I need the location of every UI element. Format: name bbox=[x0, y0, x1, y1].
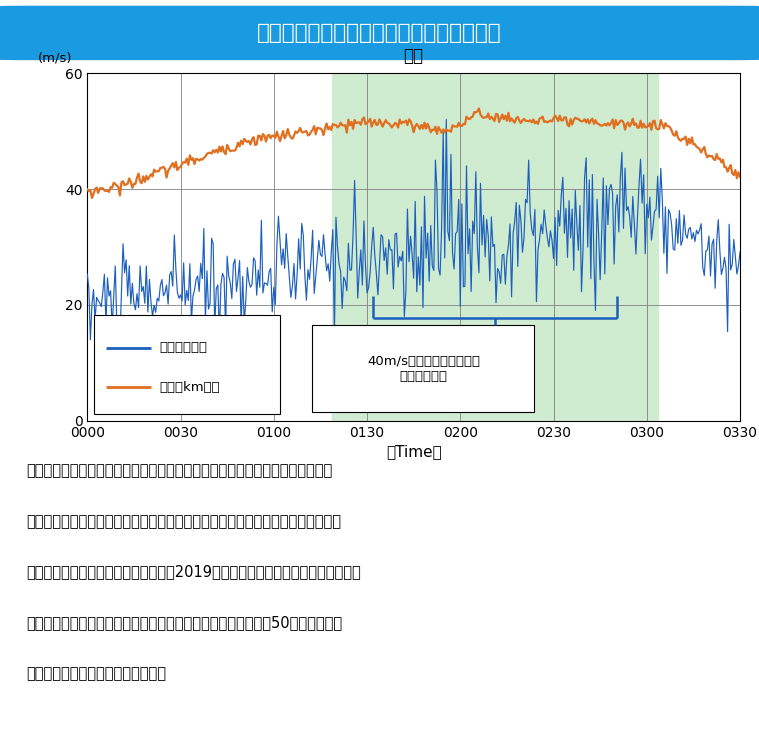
FancyBboxPatch shape bbox=[94, 315, 280, 414]
Text: 最大瞬間風速: 最大瞬間風速 bbox=[159, 341, 207, 354]
Text: (m/s): (m/s) bbox=[39, 51, 73, 64]
Text: 40m/s以上の最大瞬間風速
を頻繁に観測: 40m/s以上の最大瞬間風速 を頻繁に観測 bbox=[367, 355, 480, 383]
Text: 高度２km風速: 高度２km風速 bbox=[159, 381, 219, 394]
Text: えた期間を薄緑色で示しています。: えた期間を薄緑色で示しています。 bbox=[27, 666, 166, 681]
X-axis label: （Time）: （Time） bbox=[386, 444, 442, 459]
Text: 大きさを表しています。また、高度２キロメートルで風速毎秒50メートルを超: 大きさを表しています。また、高度２キロメートルで風速毎秒50メートルを超 bbox=[27, 616, 343, 630]
Text: データ解析から得られた館山の地上・高度２キロメートルにおける風速の時間変: データ解析から得られた館山の地上・高度２キロメートルにおける風速の時間変 bbox=[27, 514, 342, 529]
Text: 図は令和元年房総半島台風が東京湾に進んだ時の、地上観測及び気象レーダー: 図は令和元年房総半島台風が東京湾に進んだ時の、地上観測及び気象レーダー bbox=[27, 463, 332, 478]
FancyBboxPatch shape bbox=[0, 6, 759, 60]
Bar bbox=[332, 73, 659, 421]
Text: 令和元年房総半島台風：館山における強風: 令和元年房総半島台風：館山における強風 bbox=[257, 23, 502, 43]
FancyBboxPatch shape bbox=[313, 325, 534, 412]
Text: 化を示しています。横軸は令和元年（2019年）９月９日の日本時、縦軸は風速の: 化を示しています。横軸は令和元年（2019年）９月９日の日本時、縦軸は風速の bbox=[27, 564, 361, 580]
Text: 館山: 館山 bbox=[404, 47, 424, 64]
